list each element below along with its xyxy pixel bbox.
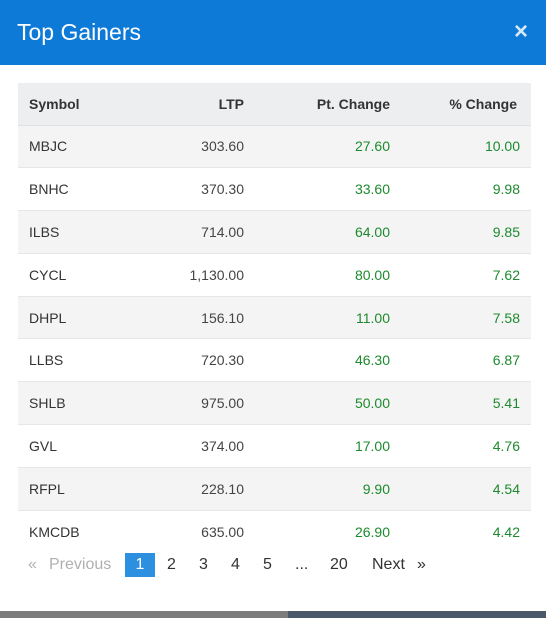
cell-ltp: 714.00 — [139, 210, 244, 254]
table-row[interactable]: BNHC 370.30 33.60 9.98 — [18, 167, 531, 211]
cell-pt-change: 26.90 — [244, 509, 390, 553]
cell-symbol[interactable]: MBJC — [18, 124, 139, 168]
header-symbol[interactable]: Symbol — [18, 83, 139, 126]
cell-pt-change: 27.60 — [244, 124, 390, 168]
prev-arrow-icon: « — [28, 556, 37, 573]
table-row[interactable]: KMCDB 635.00 26.90 4.42 — [18, 509, 531, 553]
cell-ltp: 156.10 — [139, 295, 244, 339]
cell-ltp: 1,130.00 — [139, 252, 244, 297]
cell-pt-change: 64.00 — [244, 210, 390, 254]
background-strip — [288, 611, 546, 618]
cell-pt-change: 80.00 — [244, 252, 390, 297]
cell-pct-change: 6.87 — [390, 338, 531, 382]
cell-symbol[interactable]: SHLB — [18, 381, 139, 425]
cell-symbol[interactable]: ILBS — [18, 210, 139, 254]
pagination: « Previous 1 2 3 4 5 ... 20 Next » — [28, 553, 448, 577]
header-pt-change[interactable]: Pt. Change — [244, 83, 390, 126]
table-row[interactable]: ILBS 714.00 64.00 9.85 — [18, 210, 531, 254]
cell-pct-change: 10.00 — [390, 124, 531, 168]
table-row[interactable]: GVL 374.00 17.00 4.76 — [18, 424, 531, 468]
table-header-row: Symbol LTP Pt. Change % Change — [18, 83, 531, 126]
cell-symbol[interactable]: DHPL — [18, 295, 139, 339]
modal-header: Top Gainers × — [0, 0, 546, 65]
page-1-button[interactable]: 1 — [125, 553, 155, 577]
cell-symbol[interactable]: CYCL — [18, 252, 139, 297]
cell-pt-change: 9.90 — [244, 466, 390, 511]
table-row[interactable]: CYCL 1,130.00 80.00 7.62 — [18, 252, 531, 297]
cell-pt-change: 17.00 — [244, 424, 390, 468]
cell-ltp: 370.30 — [139, 167, 244, 211]
table-row[interactable]: DHPL 156.10 11.00 7.58 — [18, 295, 531, 339]
page-5-button[interactable]: 5 — [263, 556, 272, 573]
cell-symbol[interactable]: BNHC — [18, 167, 139, 211]
cell-pct-change: 9.85 — [390, 210, 531, 254]
cell-pct-change: 4.76 — [390, 424, 531, 468]
cell-pct-change: 9.98 — [390, 167, 531, 211]
background-strip — [0, 611, 288, 618]
cell-symbol[interactable]: RFPL — [18, 466, 139, 511]
cell-ltp: 635.00 — [139, 509, 244, 553]
cell-pct-change: 4.54 — [390, 466, 531, 511]
table-row[interactable]: SHLB 975.00 50.00 5.41 — [18, 381, 531, 425]
cell-pct-change: 5.41 — [390, 381, 531, 425]
cell-pct-change: 7.58 — [390, 295, 531, 339]
header-ltp[interactable]: LTP — [139, 83, 244, 126]
cell-symbol[interactable]: KMCDB — [18, 509, 139, 553]
next-button[interactable]: Next — [372, 556, 405, 573]
cell-pct-change: 4.42 — [390, 509, 531, 553]
cell-symbol[interactable]: GVL — [18, 424, 139, 468]
next-arrow-icon[interactable]: » — [417, 556, 426, 573]
page-4-button[interactable]: 4 — [231, 556, 240, 573]
page-2-button[interactable]: 2 — [167, 556, 176, 573]
page-20-button[interactable]: 20 — [330, 556, 348, 573]
gainers-table-container: Symbol LTP Pt. Change % Change MBJC 303.… — [18, 83, 531, 553]
cell-pt-change: 50.00 — [244, 381, 390, 425]
table-row[interactable]: RFPL 228.10 9.90 4.54 — [18, 466, 531, 511]
cell-pct-change: 7.62 — [390, 252, 531, 297]
cell-symbol[interactable]: LLBS — [18, 338, 139, 382]
modal-title: Top Gainers — [17, 19, 142, 45]
cell-ltp: 720.30 — [139, 338, 244, 382]
cell-pt-change: 11.00 — [244, 295, 390, 339]
pagination-ellipsis: ... — [295, 556, 309, 573]
cell-ltp: 374.00 — [139, 424, 244, 468]
close-icon[interactable]: × — [513, 18, 528, 45]
cell-ltp: 975.00 — [139, 381, 244, 425]
page-3-button[interactable]: 3 — [199, 556, 208, 573]
cell-pt-change: 33.60 — [244, 167, 390, 211]
gainers-table: Symbol LTP Pt. Change % Change MBJC 303.… — [18, 83, 531, 553]
cell-ltp: 303.60 — [139, 124, 244, 168]
cell-pt-change: 46.30 — [244, 338, 390, 382]
table-row[interactable]: MBJC 303.60 27.60 10.00 — [18, 124, 531, 168]
previous-button: Previous — [49, 556, 112, 573]
header-pct-change[interactable]: % Change — [390, 83, 531, 126]
cell-ltp: 228.10 — [139, 466, 244, 511]
table-row[interactable]: LLBS 720.30 46.30 6.87 — [18, 338, 531, 382]
